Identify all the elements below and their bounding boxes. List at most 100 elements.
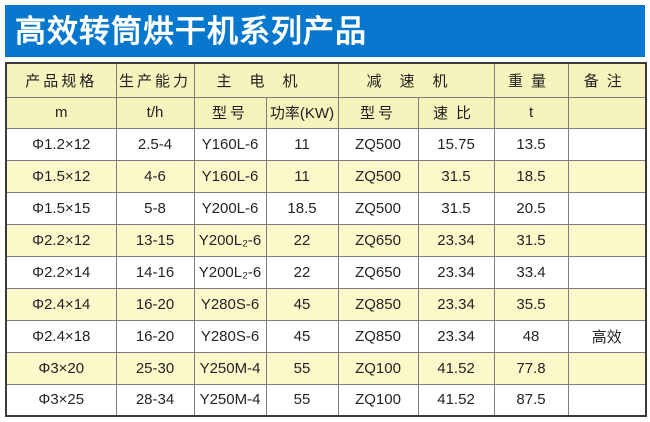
subheader-motor-model: 型号 — [193, 96, 267, 129]
table-row: Φ3×25 28-34 Y250M-4 55 ZQ100 41.52 87.5 — [5, 383, 647, 417]
cell-remark — [567, 351, 647, 385]
cell-spec: Φ2.2×14 — [5, 255, 117, 289]
cell-reducer-ratio: 41.52 — [417, 383, 495, 417]
cell-remark — [567, 223, 647, 257]
cell-motor-power: 18.5 — [265, 191, 339, 225]
subheader-weight-unit: t — [493, 96, 569, 129]
cell-remark: 高效 — [567, 319, 647, 353]
subheader-remark-unit — [567, 96, 647, 129]
table-row: Φ2.2×12 13-15 Y200L₂-6 22 ZQ650 23.34 31.5 — [5, 223, 647, 257]
header-unit-row: m t/h 型号 功率(KW) 型号 速比 t — [5, 96, 647, 129]
cell-weight: 18.5 — [493, 159, 569, 193]
cell-capacity: 2.5-4 — [115, 127, 195, 161]
cell-motor-model: Y250M-4 — [193, 383, 267, 417]
cell-remark — [567, 159, 647, 193]
header-weight: 重量 — [493, 62, 569, 98]
cell-motor-power: 55 — [265, 383, 339, 417]
cell-motor-model: Y200L₂-6 — [193, 223, 267, 257]
header-motor-group: 主电机 — [193, 62, 339, 98]
table-row: Φ1.5×12 4-6 Y160L-6 11 ZQ500 31.5 18.5 — [5, 159, 647, 193]
table-row: Φ2.4×18 16-20 Y280S-6 45 ZQ850 23.34 48 高效 — [5, 319, 647, 353]
subheader-reducer-ratio: 速比 — [417, 96, 495, 129]
cell-reducer-model: ZQ500 — [337, 127, 419, 161]
cell-motor-model: Y160L-6 — [193, 159, 267, 193]
cell-weight: 35.5 — [493, 287, 569, 321]
cell-reducer-model: ZQ100 — [337, 351, 419, 385]
table-row: Φ3×20 25-30 Y250M-4 55 ZQ100 41.52 77.8 — [5, 351, 647, 385]
cell-motor-power: 11 — [265, 127, 339, 161]
title-banner: 高效转筒烘干机系列产品 — [5, 5, 645, 57]
cell-motor-model: Y200L-6 — [193, 191, 267, 225]
cell-remark — [567, 287, 647, 321]
header-remark: 备注 — [567, 62, 647, 98]
cell-weight: 77.8 — [493, 351, 569, 385]
cell-motor-model: Y250M-4 — [193, 351, 267, 385]
cell-spec: Φ1.5×15 — [5, 191, 117, 225]
cell-reducer-model: ZQ650 — [337, 223, 419, 257]
page-title: 高效转筒烘干机系列产品 — [15, 13, 367, 49]
cell-capacity: 14-16 — [115, 255, 195, 289]
table-row: Φ2.4×14 16-20 Y280S-6 45 ZQ850 23.34 35.5 — [5, 287, 647, 321]
cell-reducer-ratio: 23.34 — [417, 319, 495, 353]
table-row: Φ1.2×12 2.5-4 Y160L-6 11 ZQ500 15.75 13.5 — [5, 127, 647, 161]
cell-capacity: 4-6 — [115, 159, 195, 193]
cell-motor-power: 45 — [265, 287, 339, 321]
cell-reducer-ratio: 41.52 — [417, 351, 495, 385]
subheader-capacity-unit: t/h — [115, 96, 195, 129]
cell-reducer-model: ZQ500 — [337, 159, 419, 193]
cell-reducer-ratio: 23.34 — [417, 223, 495, 257]
cell-motor-power: 22 — [265, 223, 339, 257]
cell-remark — [567, 383, 647, 417]
cell-weight: 87.5 — [493, 383, 569, 417]
cell-reducer-model: ZQ850 — [337, 319, 419, 353]
header-group-row: 产品规格 生产能力 主电机 减速机 重量 备注 — [5, 62, 647, 98]
cell-capacity: 16-20 — [115, 287, 195, 321]
cell-spec: Φ3×25 — [5, 383, 117, 417]
header-capacity: 生产能力 — [115, 62, 195, 98]
cell-weight: 33.4 — [493, 255, 569, 289]
cell-motor-model: Y280S-6 — [193, 319, 267, 353]
cell-reducer-model: ZQ650 — [337, 255, 419, 289]
cell-motor-model: Y160L-6 — [193, 127, 267, 161]
cell-spec: Φ2.4×18 — [5, 319, 117, 353]
cell-capacity: 25-30 — [115, 351, 195, 385]
cell-reducer-model: ZQ500 — [337, 191, 419, 225]
cell-reducer-model: ZQ100 — [337, 383, 419, 417]
cell-reducer-ratio: 31.5 — [417, 191, 495, 225]
table-row: Φ1.5×15 5-8 Y200L-6 18.5 ZQ500 31.5 20.5 — [5, 191, 647, 225]
cell-capacity: 13-15 — [115, 223, 195, 257]
cell-capacity: 28-34 — [115, 383, 195, 417]
cell-reducer-ratio: 23.34 — [417, 287, 495, 321]
cell-motor-power: 11 — [265, 159, 339, 193]
cell-reducer-ratio: 23.34 — [417, 255, 495, 289]
cell-weight: 48 — [493, 319, 569, 353]
cell-spec: Φ2.4×14 — [5, 287, 117, 321]
table-header: 产品规格 生产能力 主电机 减速机 重量 备注 m t/h 型号 功率(KW) … — [5, 62, 647, 129]
cell-spec: Φ2.2×12 — [5, 223, 117, 257]
cell-reducer-model: ZQ850 — [337, 287, 419, 321]
subheader-spec-unit: m — [5, 96, 117, 129]
cell-spec: Φ1.5×12 — [5, 159, 117, 193]
cell-motor-power: 45 — [265, 319, 339, 353]
cell-motor-model: Y280S-6 — [193, 287, 267, 321]
header-spec: 产品规格 — [5, 62, 117, 98]
cell-spec: Φ1.2×12 — [5, 127, 117, 161]
table-row: Φ2.2×14 14-16 Y200L₂-6 22 ZQ650 23.34 33.4 — [5, 255, 647, 289]
cell-reducer-ratio: 15.75 — [417, 127, 495, 161]
cell-motor-power: 22 — [265, 255, 339, 289]
cell-motor-model: Y200L₂-6 — [193, 255, 267, 289]
subheader-reducer-model: 型号 — [337, 96, 419, 129]
cell-remark — [567, 191, 647, 225]
cell-spec: Φ3×20 — [5, 351, 117, 385]
cell-reducer-ratio: 31.5 — [417, 159, 495, 193]
cell-weight: 20.5 — [493, 191, 569, 225]
table-body: Φ1.2×12 2.5-4 Y160L-6 11 ZQ500 15.75 13.5 Φ1.5×… — [5, 127, 647, 417]
cell-weight: 31.5 — [493, 223, 569, 257]
subheader-motor-power: 功率(KW) — [265, 96, 339, 129]
spec-table: 产品规格 生产能力 主电机 减速机 重量 备注 m t/h 型号 功率(KW) … — [5, 62, 648, 417]
cell-motor-power: 55 — [265, 351, 339, 385]
cell-capacity: 16-20 — [115, 319, 195, 353]
cell-remark — [567, 127, 647, 161]
cell-weight: 13.5 — [493, 127, 569, 161]
